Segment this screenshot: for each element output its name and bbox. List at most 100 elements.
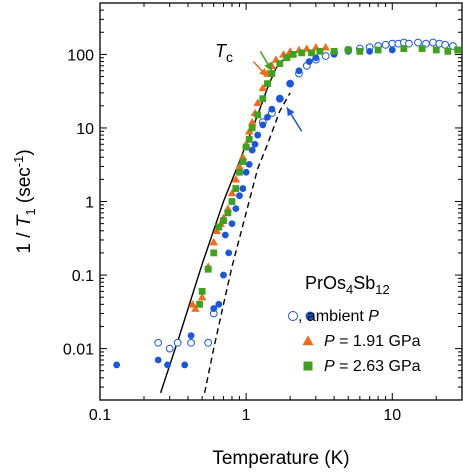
- data-point: [298, 49, 306, 57]
- legend-marker-open-circle: [288, 311, 298, 321]
- compound-pre: PrOs: [305, 273, 346, 293]
- data-point: [224, 209, 232, 217]
- data-point: [308, 49, 315, 57]
- data-point: [191, 304, 200, 312]
- data-point: [264, 80, 271, 88]
- data-point: [247, 117, 257, 126]
- compound-mid: Sb: [353, 273, 375, 293]
- data-point: [268, 105, 276, 113]
- data-point: [173, 338, 182, 347]
- data-point: [196, 300, 203, 308]
- data-point: [321, 43, 330, 51]
- legend-label: P = 2.63 GPa: [324, 358, 421, 375]
- compound-sub1: 4: [346, 282, 353, 297]
- data-point: [253, 98, 262, 106]
- data-point: [321, 52, 330, 60]
- data-point: [228, 198, 236, 205]
- y-tick-label: 10: [76, 121, 94, 138]
- data-point: [374, 46, 382, 54]
- data-point: [236, 192, 243, 200]
- data-point: [429, 38, 437, 47]
- y-label-mid: (sec: [14, 167, 35, 208]
- data-point: [221, 231, 229, 239]
- x-tick-label: 0.1: [89, 407, 111, 424]
- solid-fit-line: [159, 59, 284, 394]
- data-point: [232, 185, 240, 192]
- labels-layer: 0.1 1 10 0.01 0.1 1 10 100: [63, 47, 401, 424]
- y-tick-label: 1: [85, 195, 94, 212]
- data-point: [245, 160, 253, 168]
- compound-sub2: 12: [375, 282, 389, 297]
- data-point: [245, 135, 253, 143]
- data-point: [210, 249, 218, 257]
- data-point: [154, 338, 163, 347]
- data-point: [227, 188, 237, 197]
- data-point: [242, 143, 250, 151]
- data-point: [215, 300, 223, 308]
- data-point: [381, 40, 390, 49]
- data-point: [248, 124, 256, 132]
- y-label-T: T: [14, 214, 35, 227]
- data-point: [220, 271, 227, 279]
- data-point: [276, 95, 284, 103]
- data-point: [242, 168, 250, 176]
- data-point: [204, 338, 213, 347]
- series-layer: [113, 38, 462, 369]
- tc-annotation: Tc: [215, 41, 233, 65]
- data-point: [165, 344, 174, 353]
- series-3: [196, 45, 462, 308]
- data-point: [283, 54, 291, 62]
- data-point: [220, 217, 227, 224]
- data-point: [295, 67, 303, 75]
- data-point: [251, 140, 259, 148]
- data-point: [113, 361, 121, 369]
- data-point: [264, 113, 271, 121]
- x-tick-label: 10: [383, 407, 401, 424]
- data-point: [330, 47, 338, 55]
- data-point: [254, 131, 262, 139]
- data-point: [258, 83, 268, 92]
- legend-marker-filled-circle: [305, 311, 315, 321]
- data-point: [454, 46, 462, 54]
- data-point: [239, 158, 247, 165]
- data-point: [187, 332, 195, 340]
- data-point: [356, 47, 364, 55]
- data-point: [210, 305, 218, 312]
- tc-T: T: [215, 41, 228, 61]
- y-tick-label: 0.1: [72, 268, 94, 285]
- arrow-head: [259, 68, 268, 77]
- data-point: [268, 70, 276, 77]
- legend-marker: [302, 335, 314, 346]
- data-point: [235, 162, 244, 170]
- y-label-post: ): [14, 149, 35, 155]
- tc-sub: c: [226, 49, 233, 65]
- legend-item: P = 2.63 GPa: [303, 358, 421, 375]
- data-point: [444, 47, 452, 55]
- data-point: [432, 46, 440, 54]
- data-point: [418, 45, 426, 52]
- data-point: [286, 80, 294, 88]
- data-point: [228, 220, 236, 228]
- fit-lines: [159, 59, 291, 394]
- data-point: [239, 185, 247, 192]
- data-point: [154, 356, 162, 364]
- legend-item: P = 1.91 GPa: [302, 333, 421, 350]
- arrow-head: [286, 107, 295, 117]
- arrow-head: [264, 61, 272, 71]
- data-point: [259, 95, 267, 103]
- data-point: [231, 175, 241, 183]
- data-point: [225, 249, 233, 257]
- data-point: [232, 205, 240, 213]
- legend-marker: [303, 361, 313, 371]
- data-point: [197, 292, 207, 301]
- data-point: [414, 38, 422, 47]
- y-tick-label: 0.01: [63, 342, 94, 359]
- arrows-layer: [252, 50, 303, 132]
- data-point: [181, 361, 189, 369]
- legend-label: , ambient P: [298, 308, 379, 325]
- data-point: [209, 237, 218, 246]
- legend-label: P = 1.91 GPa: [324, 333, 421, 350]
- data-point: [366, 47, 374, 55]
- y-label-sup: -1: [11, 156, 26, 168]
